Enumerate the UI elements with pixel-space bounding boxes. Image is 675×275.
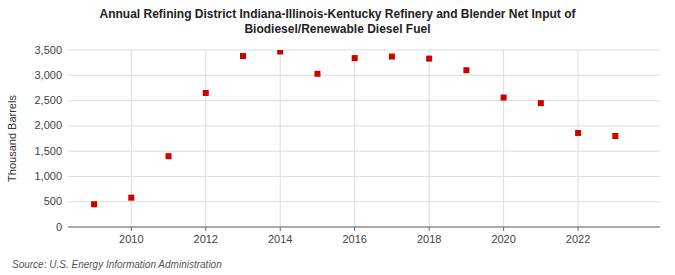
grid-line [68,176,660,177]
points [91,50,618,207]
x-tick-label: 2012 [194,233,218,245]
y-axis-label: Thousand Barrels [6,95,18,182]
point [240,53,246,59]
x-tick [578,227,579,231]
grid-line [68,100,660,101]
grid-line [280,50,281,227]
x-tick-label: 2010 [119,233,143,245]
grid-line [429,50,430,227]
grid-line [68,50,660,51]
y-tick-label: 1,000 [34,170,62,182]
y-tick-label: 2,500 [34,94,62,106]
point [166,153,172,159]
x-tick-label: 2022 [566,233,590,245]
y-tick-label: 3,500 [34,44,62,56]
point [352,55,358,61]
point [575,130,581,136]
y-tick-label: 3,000 [34,69,62,81]
title: Annual Refining District Indiana-Illinoi… [99,7,576,36]
x-tick-label: 2014 [268,233,292,245]
source-note: Source: U.S. Energy Information Administ… [12,259,222,270]
grid-line [68,201,660,202]
x-tick [503,227,504,231]
y-tick-label: 2,000 [34,119,62,131]
point [389,54,395,60]
x-tick [131,227,132,231]
grid-line [503,50,504,227]
grid-line [354,50,355,227]
x-tick [354,227,355,231]
x-tick [429,227,430,231]
grid-line [205,50,206,227]
point [203,90,209,96]
x-axis-line [68,227,660,228]
x-tick [280,227,281,231]
x-tick-label: 2016 [342,233,366,245]
x-tick-label: 2018 [417,233,441,245]
point [277,50,283,55]
point [91,201,97,207]
grid-line [68,125,660,126]
point [463,67,469,73]
x-tick-label: 2020 [491,233,515,245]
point [426,56,432,62]
grid-line [68,75,660,76]
y-tick-label: 1,500 [34,145,62,157]
y-tick-label: 500 [44,195,62,207]
chart: Annual Refining District Indiana-Illinoi… [0,0,675,275]
point [501,95,507,101]
y-tick-label: 0 [56,221,62,233]
point [612,133,618,139]
grid-line [578,50,579,227]
x-tick [205,227,206,231]
grid-line [68,227,660,228]
point [314,71,320,77]
grid-line [68,151,660,152]
point [538,100,544,106]
point [128,195,134,201]
